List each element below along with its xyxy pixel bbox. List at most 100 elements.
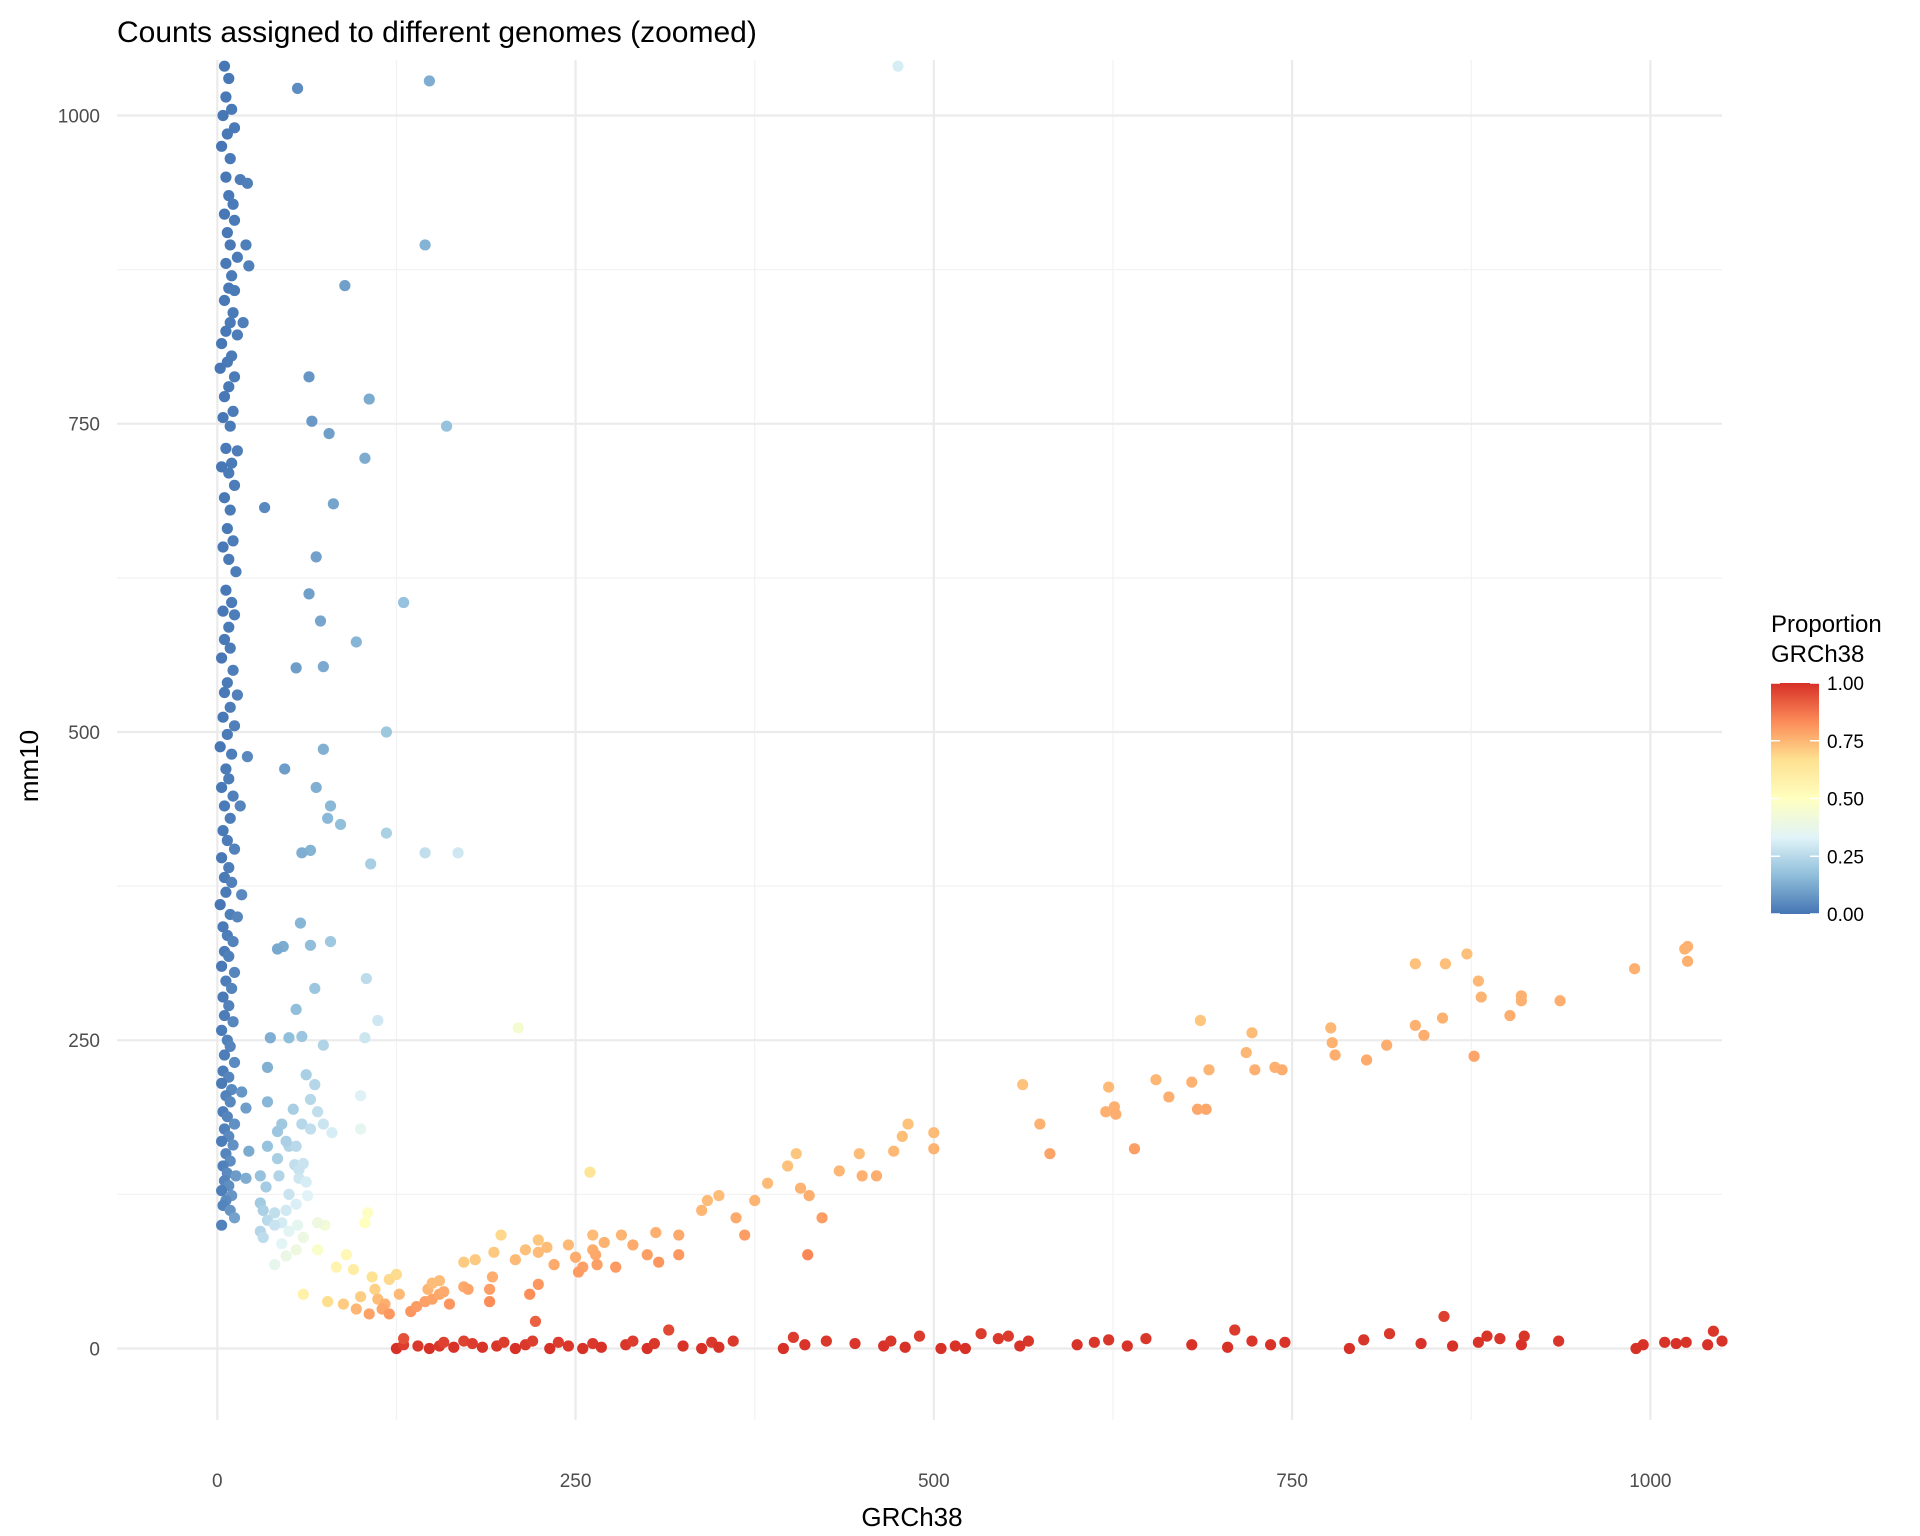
data-point xyxy=(224,420,236,432)
data-point xyxy=(271,943,284,955)
data-point xyxy=(216,1185,228,1197)
data-point xyxy=(713,1189,725,1202)
data-point xyxy=(306,415,318,427)
data-point xyxy=(1100,1106,1112,1118)
data-point xyxy=(234,800,246,812)
data-point xyxy=(677,1340,689,1352)
data-point xyxy=(228,720,241,732)
data-point xyxy=(380,726,393,738)
data-point xyxy=(448,1341,460,1353)
x-axis-title: GRCh38 xyxy=(861,1502,962,1532)
data-point xyxy=(615,1229,628,1241)
data-point xyxy=(359,1032,371,1044)
data-point xyxy=(221,728,233,741)
data-point xyxy=(231,329,243,341)
data-point xyxy=(598,1236,610,1249)
data-point xyxy=(483,1296,496,1308)
data-point xyxy=(627,1335,639,1347)
data-point xyxy=(226,982,238,995)
data-point xyxy=(216,1077,228,1089)
data-point xyxy=(641,1249,653,1261)
data-point xyxy=(1326,1037,1338,1049)
data-point xyxy=(237,317,249,329)
data-point xyxy=(227,535,239,547)
data-point xyxy=(975,1328,987,1340)
data-point xyxy=(243,260,255,272)
data-point xyxy=(1438,1310,1450,1323)
data-point xyxy=(1191,1103,1204,1115)
data-point xyxy=(1017,1079,1029,1091)
data-point xyxy=(1518,1330,1530,1342)
data-point xyxy=(217,711,229,723)
data-point xyxy=(261,1140,274,1152)
data-point xyxy=(220,584,232,596)
data-point xyxy=(802,1249,814,1261)
data-point xyxy=(217,541,229,553)
data-point xyxy=(290,1003,302,1016)
data-point xyxy=(291,82,304,94)
data-point xyxy=(236,889,248,901)
data-point xyxy=(322,812,334,824)
data-point xyxy=(390,1268,403,1281)
data-point xyxy=(300,1069,312,1081)
y-axis-title: mm10 xyxy=(14,730,44,802)
data-point xyxy=(1504,1009,1516,1022)
data-point xyxy=(294,917,307,929)
data-point xyxy=(228,284,241,297)
data-point xyxy=(259,501,271,514)
data-point xyxy=(1325,1022,1337,1034)
data-point xyxy=(271,1153,284,1165)
data-point xyxy=(291,1219,304,1231)
data-point xyxy=(1383,1328,1396,1340)
data-point xyxy=(241,177,254,189)
data-point xyxy=(888,1145,900,1157)
data-point xyxy=(218,1049,231,1061)
data-point xyxy=(303,371,315,383)
data-point xyxy=(220,763,232,775)
data-point xyxy=(1194,1014,1206,1027)
data-point xyxy=(787,1331,799,1343)
data-point xyxy=(419,847,431,859)
data-point xyxy=(224,1096,236,1108)
data-point xyxy=(935,1342,947,1355)
data-point xyxy=(1240,1046,1252,1059)
data-point xyxy=(223,1000,235,1012)
data-point xyxy=(803,1189,815,1202)
data-point xyxy=(296,1030,308,1043)
data-point xyxy=(297,1288,309,1300)
data-point xyxy=(217,921,229,933)
data-point xyxy=(227,405,239,418)
data-point xyxy=(794,1182,807,1194)
x-tick-label: 500 xyxy=(918,1471,950,1492)
x-axis-ticks: 0 250 500 750 1000 xyxy=(212,1471,1671,1492)
data-point xyxy=(227,790,239,802)
data-point xyxy=(595,1341,607,1353)
data-point xyxy=(495,1229,507,1241)
data-point xyxy=(1200,1103,1212,1115)
data-point xyxy=(224,153,236,165)
data-point xyxy=(853,1148,865,1160)
data-point xyxy=(317,743,329,755)
data-point xyxy=(1415,1337,1427,1350)
chart-title: Counts assigned to different genomes (zo… xyxy=(117,16,757,49)
data-point xyxy=(360,972,372,985)
data-point xyxy=(216,652,228,664)
data-point xyxy=(223,553,235,565)
data-point xyxy=(959,1342,971,1355)
data-point xyxy=(359,1217,371,1229)
data-point xyxy=(214,362,226,374)
data-point xyxy=(372,1014,384,1027)
data-point xyxy=(227,307,239,319)
data-point xyxy=(761,1177,774,1189)
data-point xyxy=(322,1296,334,1308)
data-point xyxy=(1358,1334,1370,1346)
data-point xyxy=(216,140,228,152)
data-point xyxy=(902,1118,914,1130)
data-point xyxy=(512,1022,524,1034)
data-point xyxy=(466,1337,478,1350)
data-point xyxy=(214,741,226,753)
data-point xyxy=(221,1111,233,1123)
data-point xyxy=(1553,1335,1565,1347)
data-point xyxy=(577,1342,589,1355)
